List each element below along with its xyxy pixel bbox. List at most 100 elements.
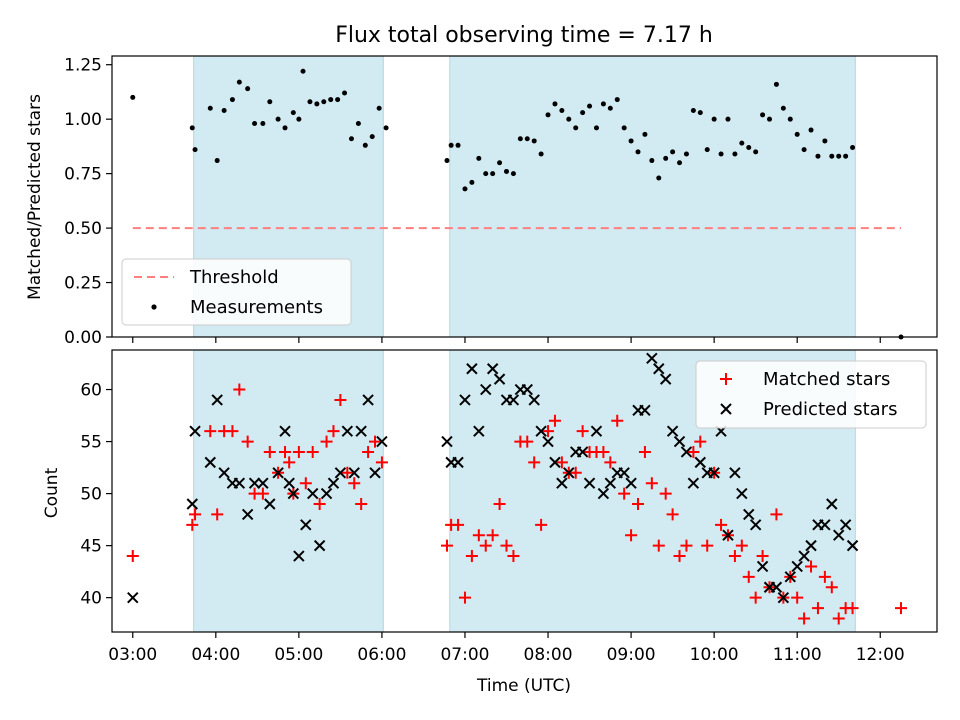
measurement-point: [455, 142, 461, 148]
predicted-star-point: [528, 394, 540, 406]
x-tick-label: 08:00: [524, 645, 573, 665]
measurement-point: [229, 97, 235, 103]
predicted-star-point: [362, 394, 374, 406]
y-tick-label: 1.00: [64, 110, 102, 130]
predicted-star-point: [749, 519, 762, 531]
predicted-star-point: [376, 435, 388, 448]
predicted-star-point: [248, 477, 261, 489]
predicted-star-points: [127, 352, 859, 604]
matched-star-point: [694, 435, 707, 448]
predicted-star-point: [722, 529, 734, 541]
predicted-star-point: [784, 571, 796, 583]
measurement-point: [593, 125, 599, 131]
predicted-star-point: [264, 498, 276, 510]
predicted-star-point: [279, 425, 291, 437]
predicted-star-point: [618, 467, 630, 479]
y-tick-label: 0.50: [64, 219, 102, 239]
measurement-point: [642, 131, 648, 137]
measurement-point: [573, 125, 579, 131]
measurements-legend-label: Measurements: [190, 297, 323, 318]
predicted-star-point: [673, 435, 686, 448]
x-tick-label: 07:00: [440, 645, 489, 665]
measurement-point: [383, 125, 389, 131]
matched-star-point: [465, 550, 478, 563]
measurement-point: [221, 107, 227, 113]
predicted-star-point: [805, 539, 817, 552]
predicted-star-point: [556, 477, 568, 489]
matched-star-point: [348, 477, 361, 490]
measurement-point: [773, 81, 779, 87]
matched-star-point: [645, 477, 658, 490]
predicted-star-point: [708, 467, 720, 479]
matched-star-point: [666, 508, 679, 521]
measurement-point: [600, 101, 606, 107]
matched-star-point: [279, 445, 292, 458]
predicted-star-point: [327, 477, 340, 489]
matched-star-point: [846, 602, 859, 615]
predicted-star-point: [348, 467, 360, 479]
predicted-star-point: [287, 487, 300, 500]
measurement-point: [829, 153, 835, 159]
measurement-point: [531, 138, 537, 144]
matched-star-point: [756, 550, 769, 563]
measurement-point: [245, 86, 251, 92]
predicted-star-point: [211, 394, 223, 406]
measurement-point: [767, 116, 773, 122]
measurement-point: [815, 153, 821, 159]
predicted-star-point: [293, 550, 305, 562]
measurement-point: [335, 97, 341, 103]
matched-star-point: [355, 498, 368, 511]
predicted-star-point: [659, 373, 672, 385]
predicted-star-point: [639, 404, 651, 417]
predicted-star-point: [486, 363, 499, 375]
matched-star-point: [528, 456, 541, 469]
measurement-point: [290, 110, 296, 116]
predicted-legend-label: Predicted stars: [763, 399, 897, 420]
matched-star-point: [652, 539, 665, 552]
y-tick-label: 0.00: [64, 328, 102, 348]
predicted-star-point: [542, 435, 554, 448]
predicted-star-point: [563, 467, 575, 479]
predicted-star-point: [480, 383, 492, 396]
predicted-star-point: [241, 508, 254, 521]
bottom-x-axis: 03:00 04:00 05:00 06:00 07:00 08:00 09:00 10:00…: [108, 632, 905, 665]
predicted-star-point: [459, 394, 471, 406]
measurement-point: [545, 112, 551, 118]
predicted-star-point: [819, 519, 831, 531]
predicted-star-point: [473, 425, 485, 437]
x-tick-label: 06:00: [357, 645, 406, 665]
matched-star-point: [306, 445, 319, 458]
x-tick-label: 11:00: [773, 645, 822, 665]
matched-star-point: [486, 529, 499, 542]
predicted-star-point: [687, 477, 700, 489]
matched-star-point: [825, 581, 838, 594]
measurement-point: [189, 125, 195, 131]
predicted-star-point: [334, 467, 347, 479]
matched-star-point: [535, 518, 548, 531]
measurement-point: [559, 107, 565, 113]
predicted-star-point: [283, 477, 295, 489]
measurement-point: [296, 116, 302, 122]
measurement-point: [725, 116, 731, 122]
measurement-point: [192, 147, 198, 153]
measurement-point: [649, 158, 655, 164]
matched-star-point: [452, 518, 465, 531]
matched-star-point: [283, 456, 296, 469]
predicted-star-point: [218, 467, 230, 479]
measurement-point: [808, 127, 814, 133]
measurement-point: [704, 147, 710, 153]
measurement-point: [718, 151, 724, 157]
x-tick-label: 04:00: [191, 645, 240, 665]
predicted-star-point: [604, 477, 617, 489]
measurement-point: [307, 99, 313, 105]
matched-star-point: [375, 456, 388, 469]
bottom-legend: Matched stars Predicted stars: [695, 360, 927, 429]
figure-title: Flux total observing time = 7.17 h: [335, 23, 713, 48]
measurement-point: [677, 160, 683, 166]
predicted-star-point: [549, 456, 561, 469]
matched-star-point: [701, 539, 714, 552]
predicted-star-point: [597, 487, 610, 500]
measurement-point: [300, 68, 306, 74]
matched-legend-label: Matched stars: [763, 369, 890, 390]
matched-star-point: [241, 435, 254, 448]
